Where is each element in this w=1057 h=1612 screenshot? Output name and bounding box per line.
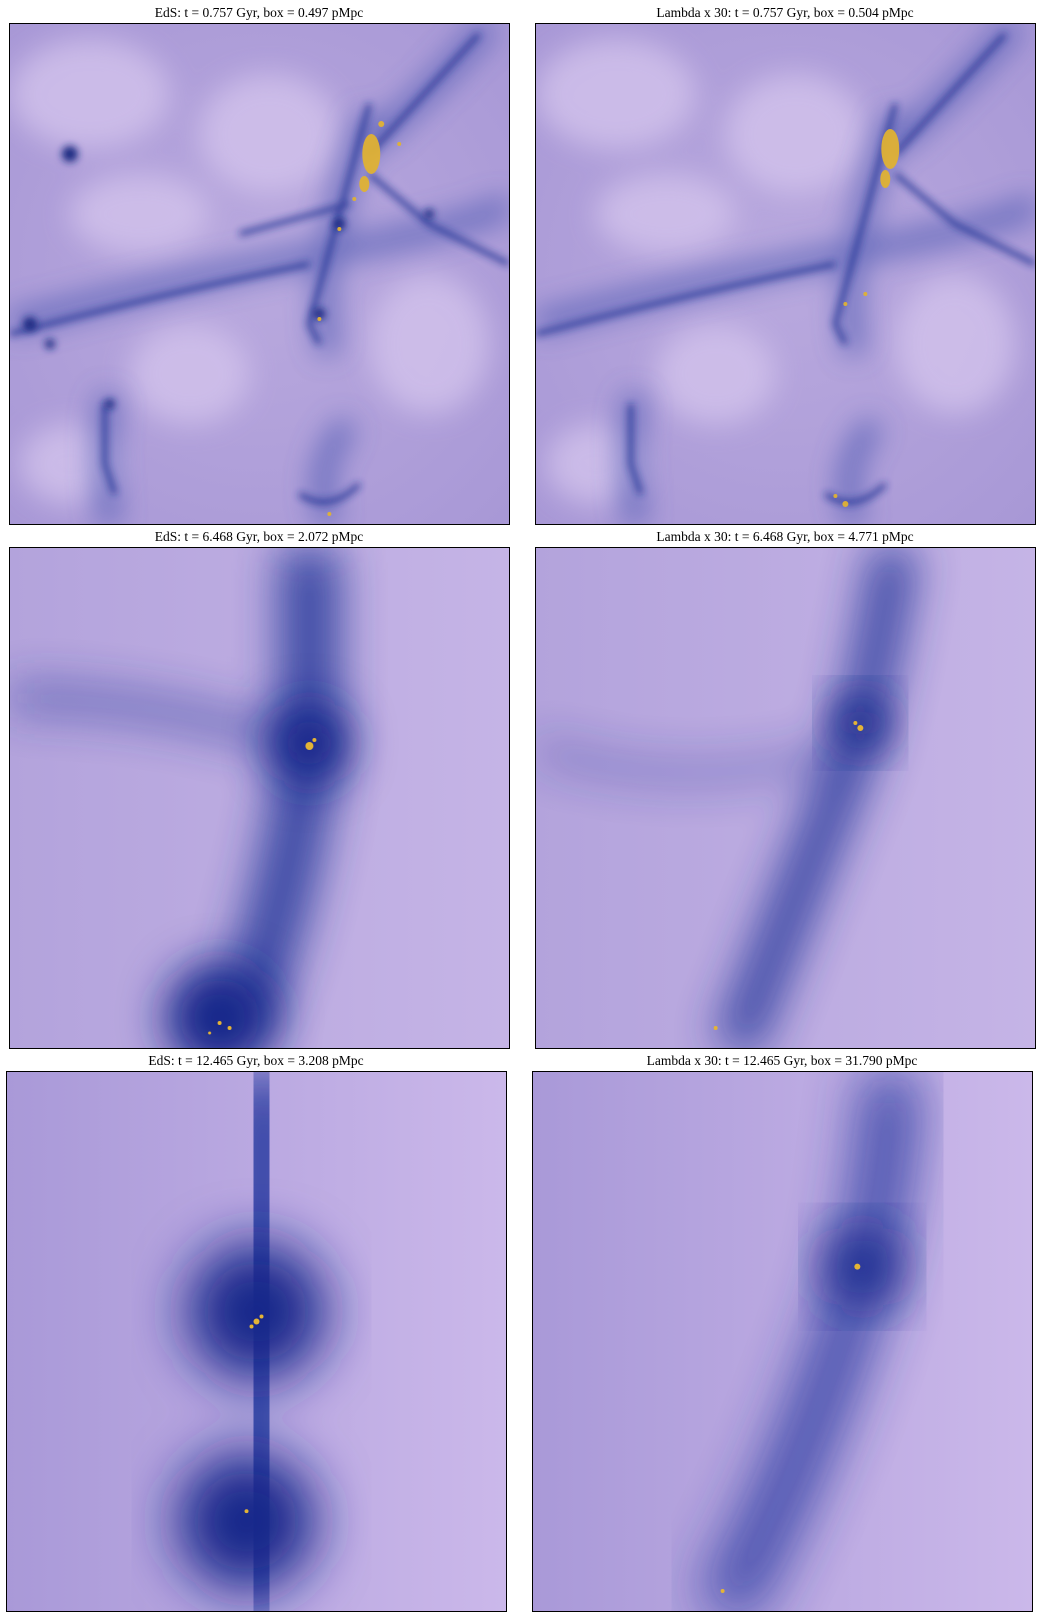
- panel-1-title: EdS: t = 0.757 Gyr, box = 0.497 pMpc: [154, 5, 364, 20]
- panel-1-density-map: [10, 24, 509, 524]
- panel-6-title: Lambda x 30: t = 12.465 Gyr, box = 31.79…: [646, 1053, 918, 1068]
- panel-6-density-map: [533, 1072, 1032, 1611]
- panel-4-image: [535, 547, 1036, 1049]
- panel-3-density-map: [10, 548, 509, 1048]
- panel-2-image: [535, 23, 1036, 525]
- panel-3-image: [9, 547, 510, 1049]
- panel-4-density-map: [536, 548, 1035, 1048]
- panel-1-image: [9, 23, 510, 525]
- panel-6-image: [532, 1071, 1033, 1612]
- panel-3-title: EdS: t = 6.468 Gyr, box = 2.072 pMpc: [154, 529, 364, 544]
- panel-5-density-map: [7, 1072, 506, 1611]
- panel-5-image: [6, 1071, 507, 1612]
- panel-2-density-map: [536, 24, 1035, 524]
- panel-2-title: Lambda x 30: t = 0.757 Gyr, box = 0.504 …: [656, 5, 914, 20]
- panel-4-title: Lambda x 30: t = 6.468 Gyr, box = 4.771 …: [656, 529, 914, 544]
- panel-5-title: EdS: t = 12.465 Gyr, box = 3.208 pMpc: [148, 1053, 364, 1068]
